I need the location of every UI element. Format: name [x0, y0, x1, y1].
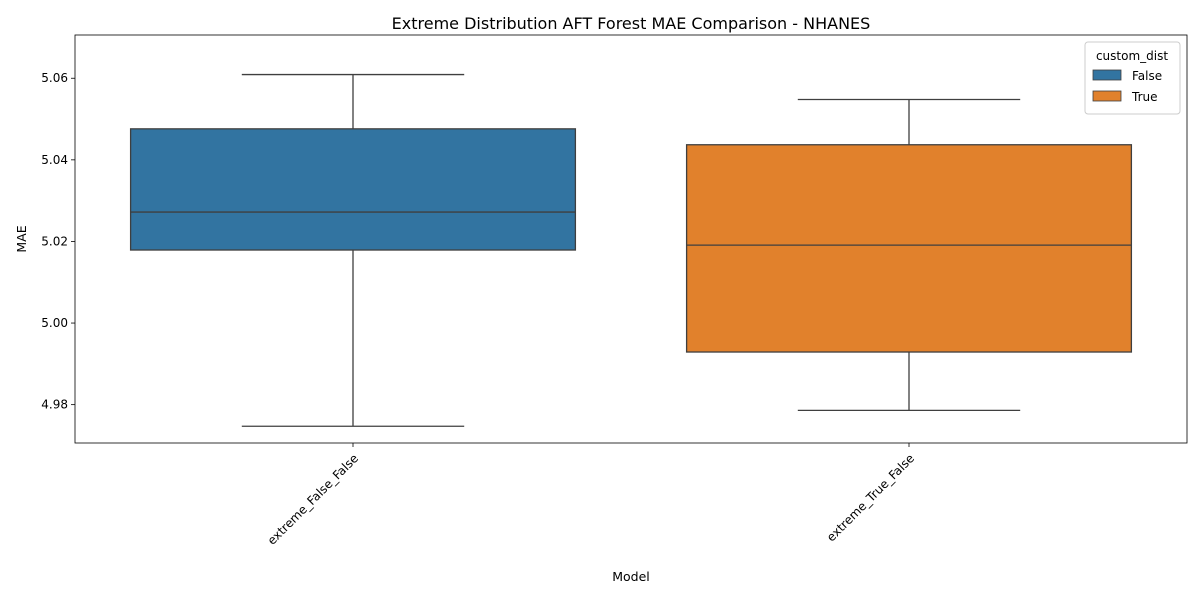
- legend-entries: False True: [1092, 69, 1162, 104]
- box-group: [129, 73, 1133, 427]
- x-axis-label: Model: [612, 569, 650, 584]
- y-axis: 4.98 5.00 5.02 5.04 5.06: [41, 71, 75, 412]
- x-axis: extreme_False_False extreme_True_False: [265, 443, 917, 548]
- box-extreme_True_False: [685, 98, 1133, 412]
- box-extreme_False_False: [129, 73, 577, 427]
- y-tick-label: 5.06: [41, 71, 68, 85]
- plot-frame: [74, 34, 1188, 444]
- legend-swatch: [1092, 69, 1122, 81]
- legend-swatch: [1092, 90, 1122, 102]
- y-tick-label: 5.04: [41, 153, 68, 167]
- y-tick-label: 5.02: [41, 234, 68, 248]
- legend-title: custom_dist: [1096, 49, 1168, 63]
- legend: custom_dist False True: [1084, 41, 1181, 115]
- y-tick-label: 4.98: [41, 398, 68, 412]
- chart-title: Extreme Distribution AFT Forest MAE Comp…: [392, 14, 871, 33]
- y-tick-label: 5.00: [41, 316, 68, 330]
- y-axis-label: MAE: [14, 225, 29, 252]
- legend-label: True: [1131, 90, 1158, 104]
- box-iqr: [129, 128, 577, 251]
- box-iqr: [685, 144, 1133, 353]
- x-tick-label: extreme_False_False: [265, 451, 361, 547]
- x-tick-label: extreme_True_False: [824, 451, 917, 544]
- legend-label: False: [1132, 69, 1162, 83]
